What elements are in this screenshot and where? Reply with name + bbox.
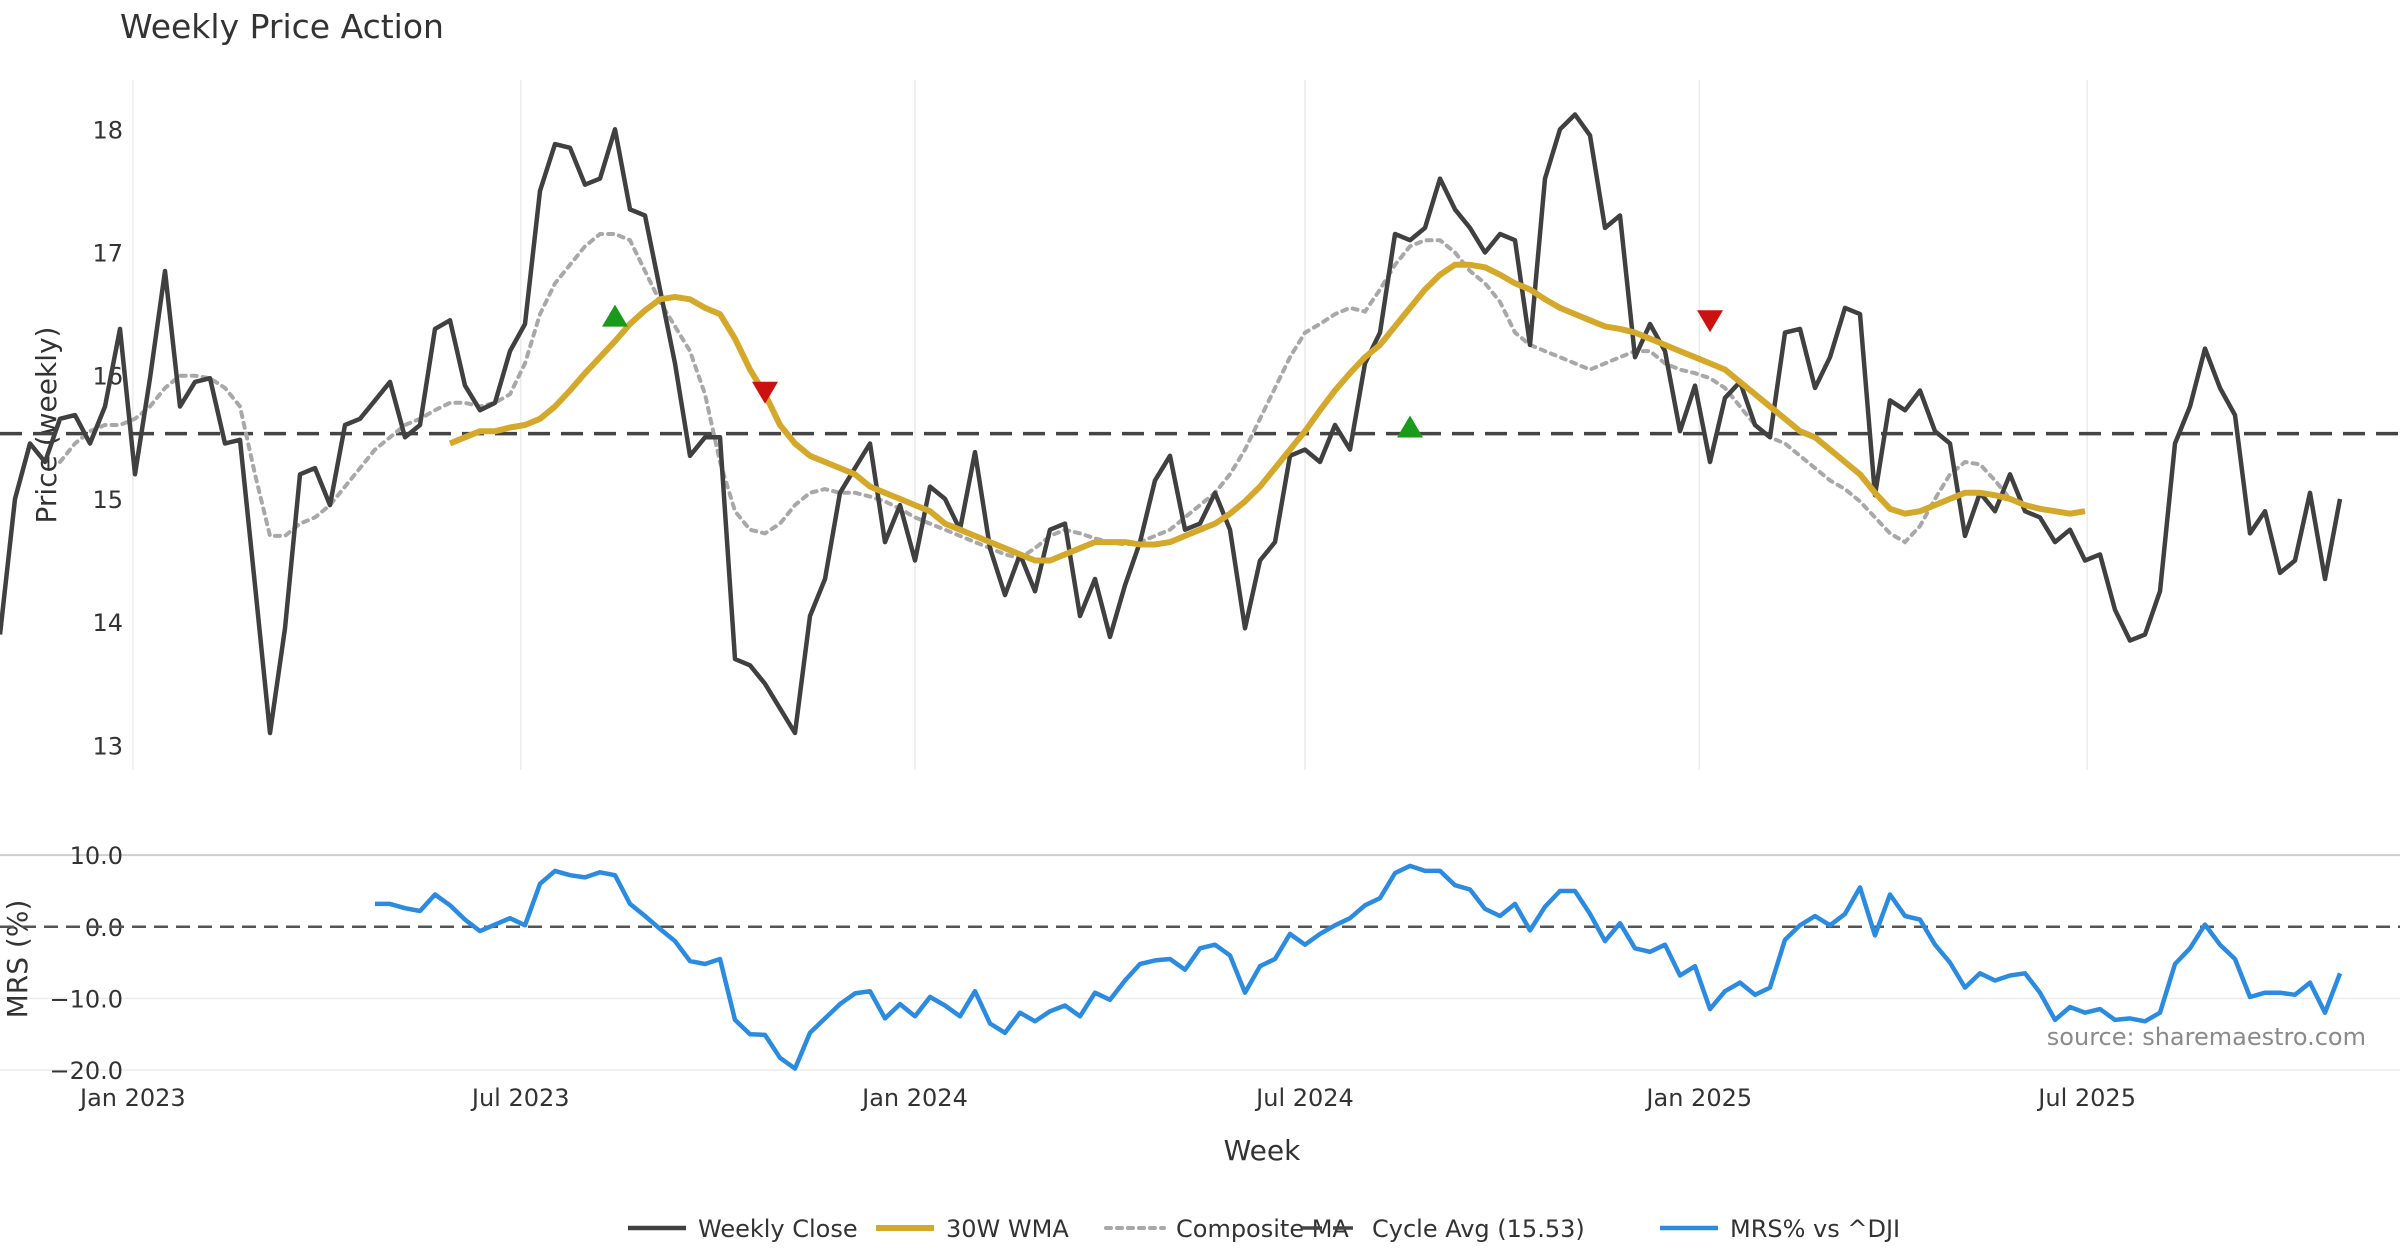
legend-item-wma: 30W WMA [876, 1215, 1069, 1243]
legend-label: Composite MA [1176, 1215, 1349, 1243]
mrs-y-axis: 10.00.0−10.0−20.0 [49, 842, 123, 1085]
mrs-line [375, 863, 2343, 1071]
price-y-tick: 18 [92, 116, 123, 144]
price-y-tick: 17 [92, 240, 123, 268]
legend-item-cycle: Cycle Avg (15.53) [1302, 1215, 1585, 1243]
x-tick-label: Jan 2024 [860, 1084, 968, 1112]
source-note: source: sharemaestro.com [2047, 1023, 2366, 1051]
legend: Weekly Close 30W WMA Composite MA Cycle Avg… [628, 1215, 1900, 1243]
signal-markers [602, 304, 1723, 438]
mrs-gridlines [0, 854, 2400, 1071]
chart-title: Weekly Price Action [120, 7, 444, 46]
mrs-y-tick: −20.0 [49, 1057, 123, 1085]
price-y-tick: 14 [92, 609, 123, 637]
sell-signal-marker [752, 381, 778, 404]
legend-item-close: Weekly Close [628, 1215, 858, 1243]
legend-item-composite: Composite MA [1104, 1215, 1349, 1243]
x-tick-label: Jul 2023 [470, 1084, 570, 1112]
x-tick-label: Jan 2023 [78, 1084, 186, 1112]
weekly-close-line [0, 112, 2343, 736]
legend-label: Cycle Avg (15.53) [1372, 1215, 1585, 1243]
legend-label: MRS% vs ^DJI [1730, 1215, 1900, 1243]
buy-signal-marker [602, 304, 628, 327]
price-y-tick: 13 [92, 732, 123, 760]
mrs-panel: 10.00.0−10.0−20.0 MRS (%) source: sharem… [0, 842, 2400, 1085]
x-axis-label: Week [1224, 1134, 1301, 1167]
price-y-tick: 15 [92, 486, 123, 514]
price-gridlines [132, 80, 2088, 770]
sell-signal-marker [1697, 310, 1723, 333]
legend-label: Weekly Close [698, 1215, 858, 1243]
x-axis: Jan 2023 Jul 2023 Jan 2024 Jul 2024 Jan 2025… [78, 1084, 2136, 1112]
x-tick-label: Jul 2024 [1254, 1084, 1354, 1112]
x-tick-label: Jan 2025 [1644, 1084, 1752, 1112]
mrs-y-tick: 10.0 [70, 842, 123, 870]
legend-item-mrs: MRS% vs ^DJI [1660, 1215, 1900, 1243]
mrs-y-tick: −10.0 [49, 985, 123, 1013]
buy-signal-marker [1397, 415, 1423, 438]
legend-label: 30W WMA [946, 1215, 1069, 1243]
x-tick-label: Jul 2025 [2036, 1084, 2136, 1112]
wma-30w-line [448, 261, 2086, 564]
mrs-y-axis-label: MRS (%) [1, 900, 34, 1019]
